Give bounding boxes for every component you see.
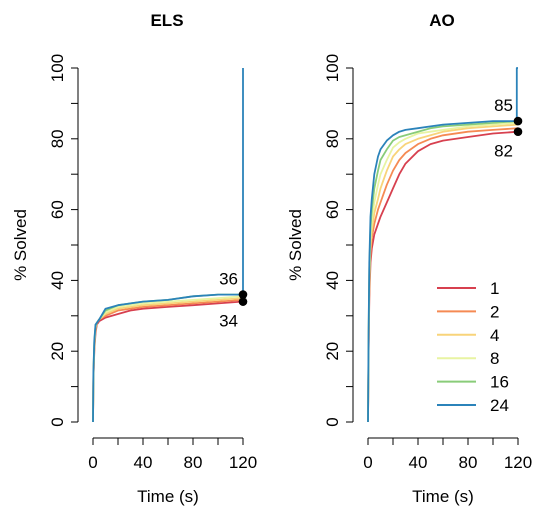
els-y-axis-label: % Solved — [11, 209, 30, 281]
ao-y-tick-label: 60 — [323, 200, 342, 219]
ao-endpoint-label: 85 — [494, 96, 513, 115]
ao-y-axis-label: % Solved — [286, 209, 305, 281]
els-y-tick-label: 60 — [48, 200, 67, 219]
legend-label: 4 — [490, 326, 499, 345]
els-y-tick-label: 80 — [48, 129, 67, 148]
els-endpoint-label: 36 — [219, 270, 238, 289]
ao-y-tick-label: 40 — [323, 271, 342, 290]
ao-y-tick-label: 0 — [323, 417, 342, 426]
els-y-tick-label: 20 — [48, 342, 67, 361]
ao-x-tick-label: 120 — [504, 453, 532, 472]
ao-y-tick-label: 80 — [323, 129, 342, 148]
ao-x-tick-label: 40 — [409, 453, 428, 472]
els-y-tick-label: 40 — [48, 271, 67, 290]
els-x-tick-label: 40 — [134, 453, 153, 472]
ao-y-tick-label: 100 — [323, 54, 342, 82]
ao-series-line — [367, 67, 518, 423]
ao-x-axis-label: Time (s) — [412, 487, 474, 506]
els-y-tick-label: 0 — [48, 417, 67, 426]
ao-endpoint-dot — [513, 127, 523, 137]
els-endpoint-dot — [238, 297, 248, 306]
els-x-axis-label: Time (s) — [137, 487, 199, 506]
legend-label: 2 — [490, 302, 499, 321]
els-endpoint-dot — [238, 290, 248, 299]
ao-endpoint-dot — [513, 116, 523, 126]
els-y-tick-label: 100 — [48, 54, 67, 82]
ao-endpoint-label: 82 — [494, 142, 513, 161]
els-endpoint-label: 34 — [219, 312, 238, 331]
legend-label: 24 — [490, 396, 509, 415]
els-x-tick-label: 80 — [184, 453, 203, 472]
els-x-tick-label: 0 — [88, 453, 97, 472]
legend-label: 8 — [490, 349, 499, 368]
els-panel: ELS 0 20 40 60 80 100 0 40 80 120 Time (s) % Solved 3… — [11, 11, 257, 506]
legend-label: 1 — [490, 279, 499, 298]
ao-y-tick-label: 20 — [323, 342, 342, 361]
legend-label: 16 — [490, 373, 509, 392]
els-x-tick-label: 120 — [229, 453, 257, 472]
ao-title: AO — [429, 11, 455, 30]
ao-panel: AO 0 20 40 60 80 100 0 40 80 120 Time (s) % Solved 85… — [286, 11, 532, 506]
ao-x-tick-label: 0 — [363, 453, 372, 472]
ao-x-tick-label: 80 — [459, 453, 478, 472]
els-series-line — [92, 68, 244, 423]
els-title: ELS — [150, 11, 183, 30]
